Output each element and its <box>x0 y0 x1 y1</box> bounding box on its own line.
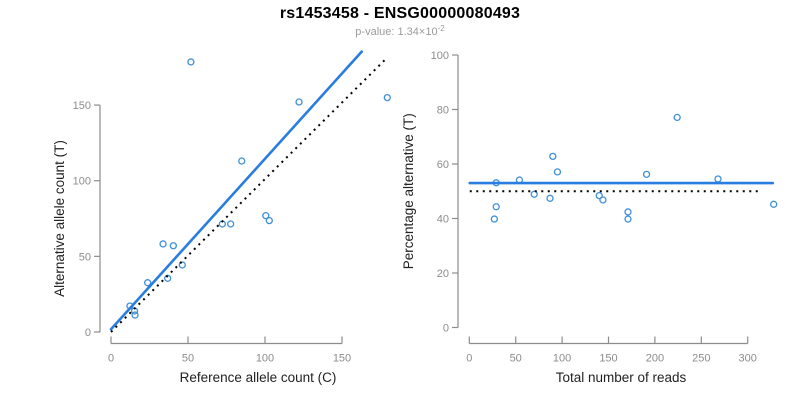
y-tick-label: 40 <box>437 214 449 226</box>
data-point <box>262 212 270 220</box>
y-axis: 0 50 100 150 <box>73 100 101 339</box>
data-point <box>546 194 554 202</box>
x-tick-label: 50 <box>182 353 194 365</box>
x-axis: 0 50 100 150 <box>108 336 351 365</box>
data-points <box>126 58 391 319</box>
fitted-proportion-line <box>109 50 364 331</box>
x-axis-title: Reference allele count (C) <box>180 370 337 385</box>
y-tick-label: 60 <box>437 159 449 171</box>
data-point <box>131 311 139 319</box>
data-point <box>178 261 186 269</box>
x-axis: 0 50 100 150 200 250 300 <box>466 336 757 365</box>
x-tick-label: 250 <box>692 353 710 365</box>
data-point <box>492 203 500 211</box>
data-point <box>265 216 273 225</box>
y-tick-label: 0 <box>443 323 449 335</box>
data-point <box>144 279 152 287</box>
data-point <box>624 215 632 223</box>
data-point <box>549 152 557 161</box>
y-tick-label: 20 <box>437 268 449 280</box>
data-point <box>530 190 538 198</box>
identity-line <box>110 58 386 333</box>
x-tick-label: 150 <box>599 353 617 365</box>
pvalue-subtitle: p-value: 1.34×10-2 <box>0 24 800 38</box>
data-point <box>599 196 607 204</box>
y-tick-label: 50 <box>79 251 91 263</box>
data-point <box>169 242 178 250</box>
data-point <box>187 58 195 66</box>
y-tick-label: 100 <box>431 50 449 62</box>
x-tick-label: 300 <box>739 353 757 365</box>
data-point <box>770 200 778 208</box>
data-point <box>295 98 303 106</box>
y-axis-title: Percentage alternative (T) <box>401 113 416 269</box>
x-tick-label: 0 <box>466 353 472 365</box>
y-axis-title: Alternative allele count (T) <box>52 140 67 297</box>
figure-title: rs1453458 - ENSG00000080493 <box>279 5 521 22</box>
x-tick-label: 150 <box>333 353 351 365</box>
data-point <box>714 175 722 183</box>
x-axis-title: Total number of reads <box>556 370 687 385</box>
x-tick-label: 50 <box>510 353 522 365</box>
data-point <box>624 208 632 216</box>
data-point <box>238 157 246 165</box>
x-tick-label: 100 <box>553 353 571 365</box>
right-scatter-plot: 0 20 40 60 80 100 0 50 100 150 200 250 300 Total numb… <box>401 50 778 385</box>
x-tick-label: 100 <box>256 353 274 365</box>
y-tick-label: 80 <box>437 105 449 117</box>
data-point <box>383 93 391 102</box>
data-point <box>642 170 651 179</box>
pvalue-text: p-value: 1.34×10 <box>355 26 438 38</box>
y-tick-label: 100 <box>73 176 91 188</box>
data-points <box>490 113 778 223</box>
pvalue-exponent: -2 <box>437 24 445 33</box>
data-point <box>159 240 167 248</box>
data-point <box>553 168 562 176</box>
data-point <box>595 191 603 200</box>
y-tick-label: 0 <box>85 327 91 339</box>
y-tick-label: 150 <box>73 100 91 112</box>
data-point <box>673 113 681 122</box>
y-axis: 0 20 40 60 80 100 <box>431 50 459 335</box>
left-scatter-plot: 0 50 100 150 0 50 100 150 Reference allele count… <box>52 50 391 385</box>
x-tick-label: 0 <box>108 353 114 365</box>
data-point <box>227 220 235 228</box>
x-tick-label: 200 <box>646 353 664 365</box>
data-point <box>164 274 172 282</box>
data-point <box>490 215 499 223</box>
